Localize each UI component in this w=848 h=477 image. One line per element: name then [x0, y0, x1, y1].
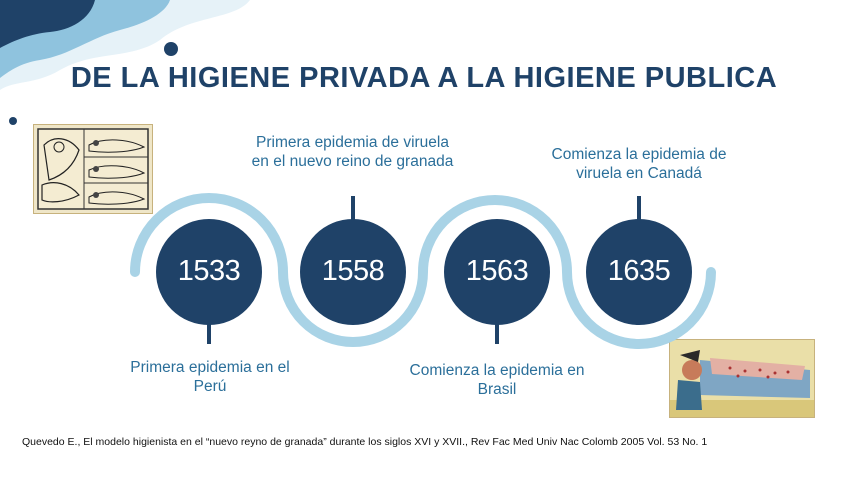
year-label-1635: 1635 — [607, 255, 671, 287]
timeline-wave-track — [130, 193, 716, 349]
milestone-circle-1563 — [444, 219, 550, 325]
year-label-1563: 1563 — [465, 255, 529, 287]
year-label-1533: 1533 — [177, 255, 241, 287]
event-text-1563: Comienza la epidemia en Brasil — [409, 362, 585, 398]
citation-text: Quevedo E., El modelo higienista en el “… — [22, 436, 708, 448]
milestone-circle-1635 — [586, 219, 692, 325]
page-title: DE LA HIGIENE PRIVADA A LA HIGIENE PUBLI… — [70, 62, 778, 94]
event-text-1533: Primera epidemia en el Perú — [130, 359, 290, 395]
historical-illustration-right — [669, 339, 815, 418]
event-text-1635: Comienza la epidemia de viruela en Canad… — [551, 146, 727, 182]
event-text-1558: Primera epidemia de viruela en el nuevo … — [251, 134, 454, 170]
year-label-1558: 1558 — [321, 255, 385, 287]
decorative-blobs — [0, 0, 250, 125]
milestone-circle-1533 — [156, 219, 262, 325]
historical-illustration-left — [33, 124, 153, 214]
milestone-circle-1558 — [300, 219, 406, 325]
